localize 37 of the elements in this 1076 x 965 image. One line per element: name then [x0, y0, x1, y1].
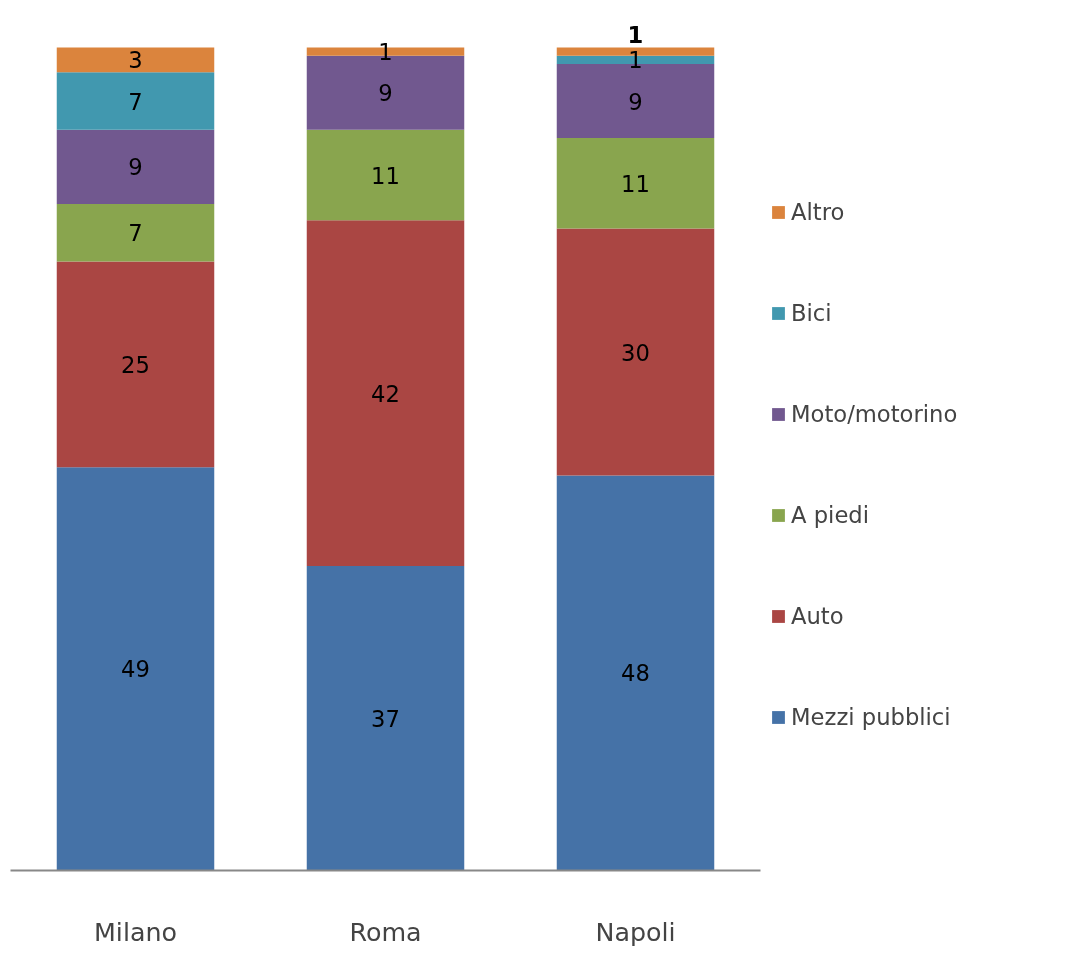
bar: [56, 467, 215, 871]
bar: [306, 220, 465, 566]
bar: [556, 475, 715, 871]
bar: [56, 261, 215, 468]
data-label: 11: [621, 170, 650, 197]
bar: [556, 228, 715, 476]
data-label: 9: [128, 154, 143, 181]
data-label: 37: [371, 705, 400, 732]
data-label: 7: [128, 88, 143, 115]
x-tick-label: Napoli: [595, 916, 676, 947]
data-label: 48: [621, 660, 650, 687]
bar: [306, 129, 465, 221]
data-label: 30: [621, 339, 650, 366]
data-label: 9: [628, 88, 643, 115]
data-label: 1: [378, 39, 393, 66]
bar: [56, 72, 215, 130]
legend-label: Moto/motorino: [791, 401, 958, 427]
data-label: 1: [627, 21, 644, 48]
data-label: 9: [378, 80, 393, 107]
bar: [56, 203, 215, 262]
x-tick-label: Milano: [94, 916, 177, 947]
bar: [556, 138, 715, 229]
bar: [56, 129, 215, 204]
legend-label: Bici: [791, 300, 832, 326]
legend-label: Mezzi pubblici: [791, 704, 951, 730]
data-label: 25: [121, 351, 150, 378]
legend-label: Auto: [791, 603, 844, 629]
data-label: 49: [121, 656, 150, 683]
bar: [306, 566, 465, 871]
legend-label: Altro: [791, 199, 845, 225]
legend-label: A piedi: [791, 502, 869, 528]
data-label: 3: [128, 47, 143, 74]
data-label: 7: [128, 220, 143, 247]
bar: [56, 47, 215, 73]
x-tick-label: Roma: [349, 916, 422, 947]
data-label: 11: [371, 162, 400, 189]
data-label: 42: [371, 380, 400, 407]
